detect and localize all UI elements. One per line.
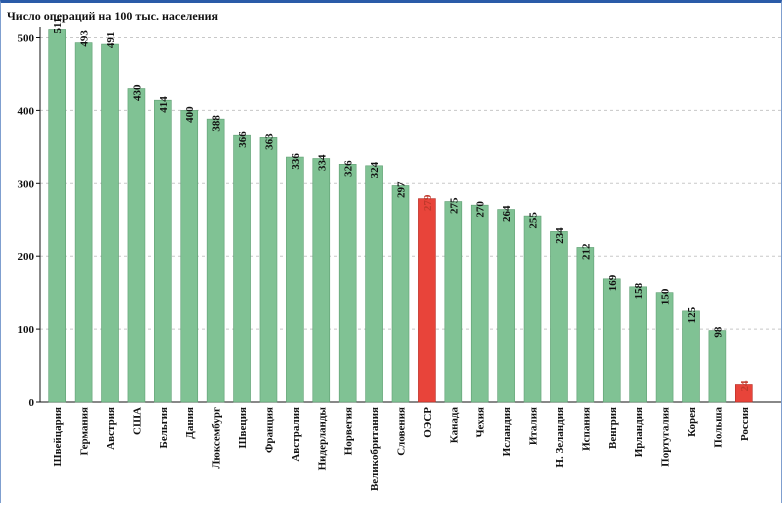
value-label: 414 <box>158 96 170 113</box>
category-label: Россия <box>739 407 751 441</box>
bar-5 <box>180 110 199 403</box>
bar-15 <box>444 201 463 403</box>
bar-16 <box>470 204 489 403</box>
category-label: Великобритания <box>369 407 381 491</box>
bar-17 <box>497 209 515 403</box>
y-tick-label: 500 <box>18 33 35 45</box>
value-label: 270 <box>475 201 487 218</box>
category-label: Нидерланды <box>316 407 328 471</box>
value-label: 98 <box>712 326 724 338</box>
bar-9 <box>286 156 304 403</box>
y-tick-label: 400 <box>18 105 35 117</box>
bar-3 <box>127 88 146 403</box>
category-label: Венгрия <box>607 407 619 449</box>
bar-26 <box>734 384 753 403</box>
category-label: Норвегия <box>343 407 355 455</box>
bar-2 <box>101 43 119 403</box>
category-label: ОЭСР <box>422 407 434 438</box>
bar-21 <box>602 278 621 403</box>
value-label: 169 <box>607 274 619 291</box>
category-label: Корея <box>686 407 698 437</box>
value-label: 297 <box>396 181 408 198</box>
category-label: Швейцария <box>52 407 64 467</box>
category-label: Ирландия <box>633 407 645 457</box>
category-label: Португалия <box>660 407 672 467</box>
category-label: Чехия <box>475 407 487 438</box>
value-label: 212 <box>580 243 592 260</box>
bar-4 <box>154 99 172 403</box>
value-label: 336 <box>290 153 302 170</box>
category-label: Н. Зеландия <box>554 407 566 468</box>
bar-23 <box>655 292 674 403</box>
value-label: 324 <box>369 161 381 178</box>
value-label: 326 <box>343 160 355 177</box>
bar-19 <box>550 231 568 403</box>
bar-12 <box>365 165 383 403</box>
value-label: 158 <box>633 282 645 299</box>
bar-10 <box>312 158 331 403</box>
bar-1 <box>74 42 93 403</box>
category-label: Италия <box>528 407 540 445</box>
category-label: Словения <box>396 407 408 456</box>
value-label: 366 <box>237 131 249 148</box>
bar-14 <box>418 198 436 403</box>
value-label: 334 <box>316 154 328 171</box>
bar-6 <box>206 118 225 403</box>
category-label: Бельгия <box>158 407 170 448</box>
category-label: Австралия <box>290 407 302 462</box>
y-tick-label: 100 <box>18 324 35 336</box>
category-label: Испания <box>580 407 592 451</box>
value-label: 430 <box>131 84 143 101</box>
category-label: Канада <box>448 407 460 444</box>
y-tick-label: 200 <box>18 251 35 263</box>
value-label: 264 <box>501 205 513 222</box>
y-tick-label: 300 <box>18 178 35 190</box>
value-label: 275 <box>448 197 460 214</box>
labels: 511 Швейцария 493 Германия 491 Австрия 430 США 4… <box>52 18 751 491</box>
value-label: 400 <box>184 106 196 123</box>
category-label: Швеция <box>237 407 249 449</box>
chart-title: Число операций на 100 тыс. населения <box>7 9 219 23</box>
value-label: 491 <box>105 32 117 49</box>
bar-20 <box>576 247 595 403</box>
bar-25 <box>708 330 727 403</box>
value-label: 125 <box>686 306 698 323</box>
bar-7 <box>233 134 251 403</box>
bars <box>48 29 753 403</box>
value-label: 150 <box>660 288 672 305</box>
value-label: 363 <box>263 133 275 150</box>
bar-8 <box>259 137 278 403</box>
category-label: Исландия <box>501 407 513 456</box>
category-label: Германия <box>79 407 91 456</box>
grid-lines <box>40 37 781 330</box>
value-label: 388 <box>211 115 223 132</box>
bar-chart: Число операций на 100 тыс. населения 0 10… <box>7 9 781 491</box>
y-tick-label: 0 <box>29 397 35 409</box>
category-label: Австрия <box>105 407 117 450</box>
value-label: 255 <box>528 212 540 229</box>
category-label: США <box>131 407 143 435</box>
category-label: Франция <box>263 407 275 453</box>
value-label: 234 <box>554 227 566 244</box>
bar-18 <box>523 215 542 403</box>
category-label: Люксембург <box>211 407 223 469</box>
value-label: 279 <box>422 194 434 211</box>
bar-0 <box>48 29 67 403</box>
category-label: Дания <box>184 407 196 439</box>
value-label: 24 <box>739 380 751 392</box>
bar-24 <box>682 310 700 403</box>
category-label: Польша <box>712 407 724 448</box>
bar-22 <box>629 286 647 403</box>
bar-11 <box>338 164 357 403</box>
value-label: 493 <box>79 30 91 47</box>
value-label: 511 <box>52 18 64 34</box>
bar-13 <box>391 185 410 403</box>
